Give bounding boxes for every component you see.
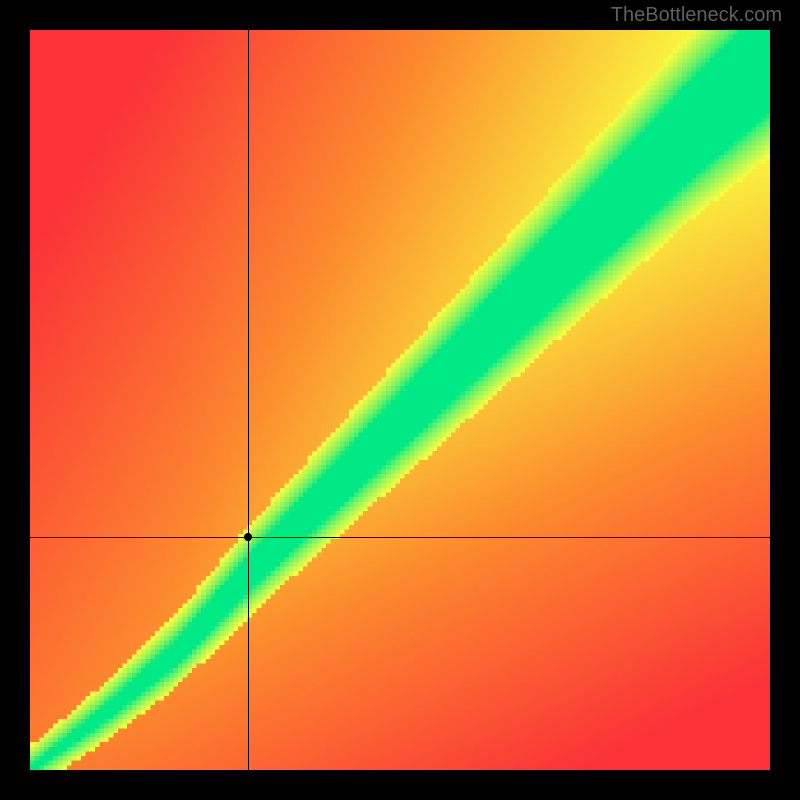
crosshair-horizontal [30,537,770,538]
watermark-text: TheBottleneck.com [611,4,782,27]
crosshair-vertical [248,30,249,770]
crosshair-marker [244,533,252,541]
heatmap-canvas [30,30,770,770]
heatmap-plot [30,30,770,770]
